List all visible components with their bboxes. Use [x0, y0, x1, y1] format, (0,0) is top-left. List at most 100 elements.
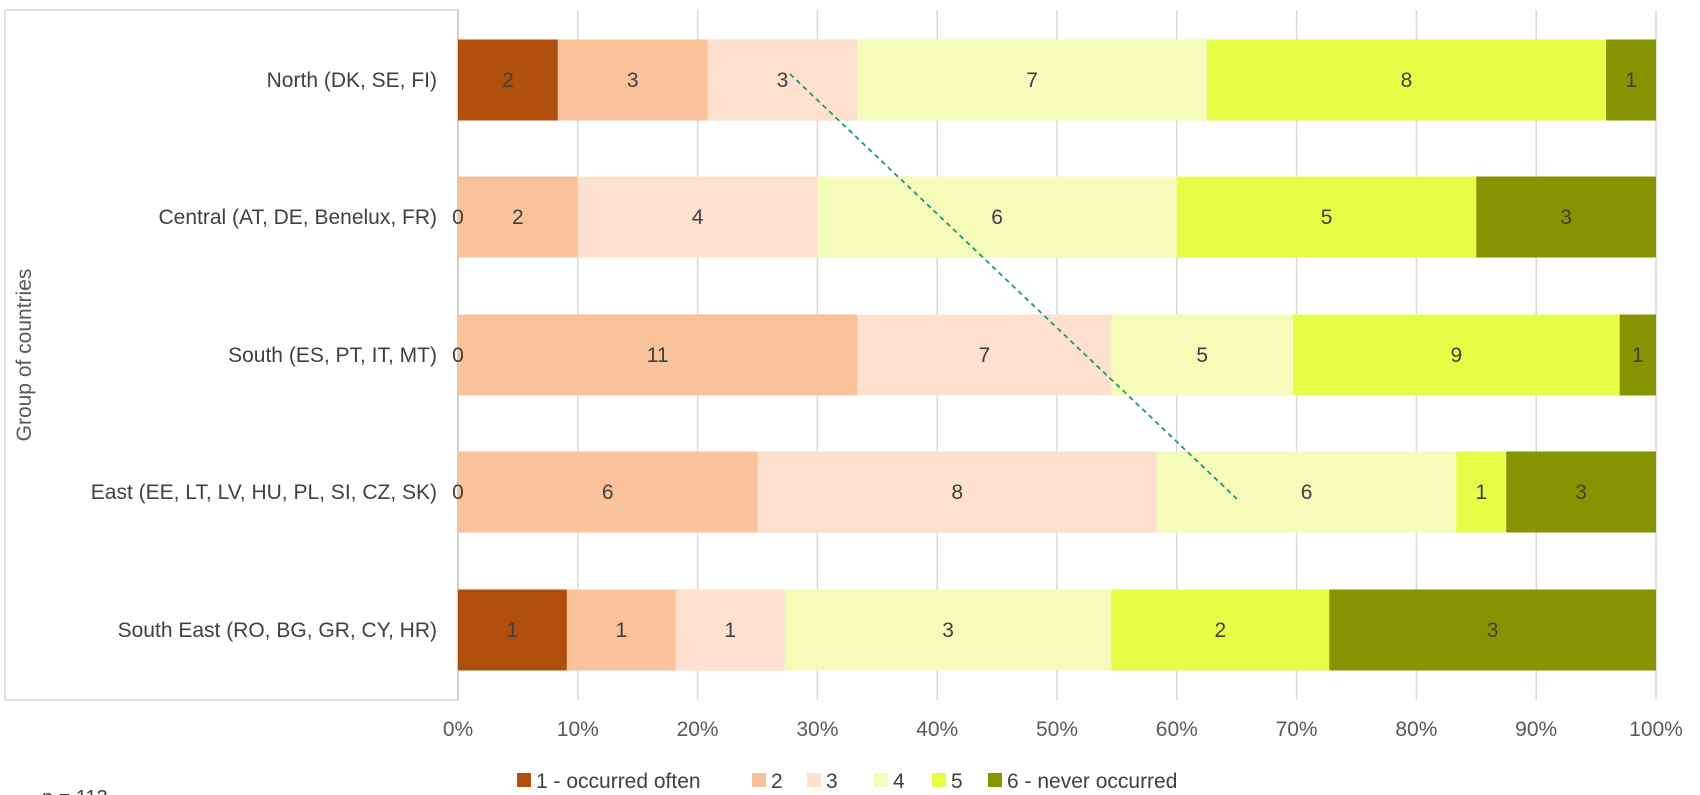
- bar-segment: [1176, 176, 1477, 258]
- x-axis-ticks: 0% 10% 20% 30% 40% 50% 60% 70% 80% 90% 100%: [443, 718, 1683, 741]
- bar-segment: [458, 176, 578, 258]
- legend-label: 5: [951, 770, 963, 793]
- category-label: North (DK, SE, FI): [267, 69, 437, 92]
- bar-segment: [757, 451, 1157, 533]
- legend-label: 6 - never occurred: [1007, 770, 1177, 793]
- category-label: South East (RO, BG, GR, CY, HR): [118, 619, 437, 642]
- data-label: 9: [1450, 344, 1462, 367]
- sample-size-note: n = 113: [42, 787, 108, 795]
- bar-segment: [1619, 314, 1656, 396]
- data-label: 1: [1475, 481, 1487, 504]
- x-tick-label: 50%: [1036, 718, 1078, 741]
- data-label: 6: [991, 206, 1003, 229]
- data-label: 8: [1401, 69, 1413, 92]
- legend-label: 2: [771, 770, 783, 793]
- bar-segment: [817, 176, 1177, 258]
- bar-segment: [458, 451, 758, 533]
- legend-swatch: [874, 773, 888, 787]
- data-label: 5: [1196, 344, 1208, 367]
- data-label: 1: [1632, 344, 1644, 367]
- bar-segment: [857, 314, 1112, 396]
- legend-swatch: [988, 773, 1002, 787]
- bar-segment: [458, 589, 567, 671]
- data-label: 3: [777, 69, 789, 92]
- data-label: 1: [1625, 69, 1637, 92]
- bar-segment: [1606, 39, 1656, 121]
- category-label: Central (AT, DE, Benelux, FR): [158, 206, 437, 229]
- legend-item: 3: [807, 770, 838, 793]
- bar-segment: [1476, 176, 1656, 258]
- data-label: 2: [1215, 619, 1227, 642]
- legend-swatch: [807, 773, 821, 787]
- bars: [458, 39, 1656, 671]
- legend-item: 2: [752, 770, 783, 793]
- data-label: 3: [1560, 206, 1572, 229]
- x-tick-label: 80%: [1395, 718, 1437, 741]
- legend-label: 1 - occurred often: [536, 770, 701, 793]
- bar-segment: [707, 39, 858, 121]
- data-label: 2: [512, 206, 524, 229]
- category-labels: North (DK, SE, FI) Central (AT, DE, Benel…: [91, 69, 437, 642]
- data-label: 6: [602, 481, 614, 504]
- legend-swatch: [517, 773, 531, 787]
- bar-segment: [557, 39, 708, 121]
- data-label: 1: [724, 619, 736, 642]
- bar-segment: [675, 589, 785, 671]
- bar-segment: [1292, 314, 1620, 396]
- bar-segment: [1506, 451, 1656, 533]
- bar-segment: [458, 314, 858, 396]
- x-tick-label: 70%: [1276, 718, 1318, 741]
- data-label: 0: [452, 206, 464, 229]
- data-label: 0: [452, 481, 464, 504]
- data-label: 1: [616, 619, 628, 642]
- category-label: East (EE, LT, LV, HU, PL, SI, CZ, SK): [91, 481, 437, 504]
- data-label: 8: [951, 481, 963, 504]
- x-tick-label: 40%: [916, 718, 958, 741]
- legend-item: 5: [932, 770, 963, 793]
- legend-item: 4: [874, 770, 905, 793]
- bar-segment: [1206, 39, 1607, 121]
- data-label: 11: [647, 344, 669, 367]
- data-label: 1: [507, 619, 519, 642]
- category-label: South (ES, PT, IT, MT): [228, 344, 437, 367]
- x-tick-label: 90%: [1515, 718, 1557, 741]
- bar-segment: [784, 589, 1112, 671]
- data-label: 3: [942, 619, 954, 642]
- data-label: 3: [1575, 481, 1587, 504]
- bar-segment: [1329, 589, 1656, 671]
- legend-item: 1 - occurred often: [517, 770, 701, 793]
- legend-swatch: [752, 773, 766, 787]
- x-tick-label: 60%: [1156, 718, 1198, 741]
- data-label: 5: [1321, 206, 1333, 229]
- y-axis-title: Group of countries: [13, 269, 36, 442]
- x-tick-label: 100%: [1629, 718, 1683, 741]
- data-label: 0: [452, 344, 464, 367]
- legend-swatch: [932, 773, 946, 787]
- data-label: 2: [502, 69, 514, 92]
- bar-segment: [566, 589, 676, 671]
- trendline-path: [789, 73, 1238, 500]
- bar-segment: [1111, 589, 1330, 671]
- x-tick-label: 30%: [796, 718, 838, 741]
- trendline: [789, 73, 1238, 500]
- data-label: 6: [1301, 481, 1313, 504]
- bar-segment: [1456, 451, 1507, 533]
- legend-label: 3: [826, 770, 838, 793]
- x-tick-label: 20%: [677, 718, 719, 741]
- x-tick-label: 10%: [557, 718, 599, 741]
- legend-item: 6 - never occurred: [988, 770, 1177, 793]
- bar-segment: [1111, 314, 1293, 396]
- bar-segment: [857, 39, 1207, 121]
- data-label: 4: [692, 206, 704, 229]
- data-label: 3: [1487, 619, 1499, 642]
- data-label: 3: [627, 69, 639, 92]
- legend: 1 - occurred often 2 3 4 5 6 - never occurred: [517, 770, 1177, 793]
- data-label: 7: [979, 344, 991, 367]
- bar-segment: [1156, 451, 1457, 533]
- legend-label: 4: [893, 770, 905, 793]
- data-labels: 2 3 3 7 8 10 2 4 6 5 30 11 7 5 9 10 6 8 6 1 31 1 1 3 2 3: [452, 69, 1644, 642]
- data-label: 7: [1026, 69, 1038, 92]
- bar-segment: [577, 176, 818, 258]
- x-tick-label: 0%: [443, 718, 473, 741]
